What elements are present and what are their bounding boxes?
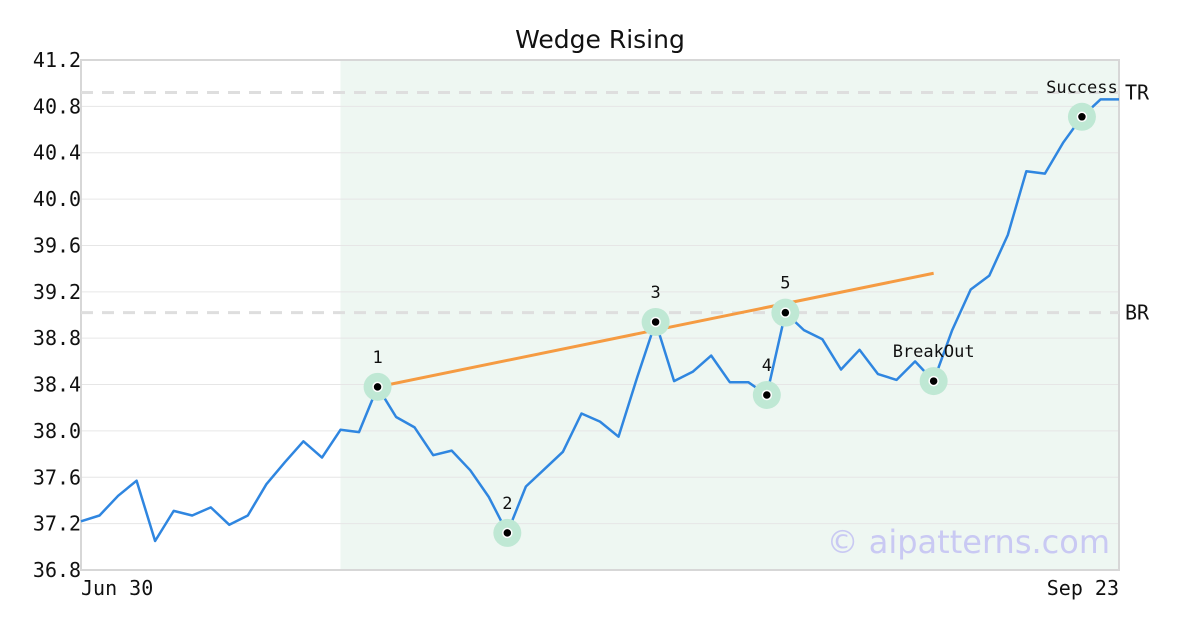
y-tick-label: 41.2 bbox=[33, 48, 81, 72]
watermark: © aipatterns.com bbox=[827, 523, 1110, 561]
pattern-marker-1 bbox=[363, 372, 392, 401]
y-tick-label: 40.4 bbox=[33, 141, 81, 165]
price-line bbox=[80, 98, 1119, 543]
chart-title: Wedge Rising bbox=[515, 25, 685, 54]
pattern-marker-3 bbox=[641, 307, 670, 336]
marker-label: 2 bbox=[502, 494, 512, 514]
marker-label: 3 bbox=[650, 283, 660, 303]
pattern-marker-success bbox=[1067, 102, 1096, 131]
marker-label: 4 bbox=[762, 356, 772, 376]
x-tick-label: Sep 23 bbox=[1047, 576, 1119, 600]
y-tick-label: 37.6 bbox=[33, 465, 81, 489]
marker-label: 1 bbox=[372, 348, 382, 368]
x-tick-label: Jun 30 bbox=[81, 576, 153, 600]
pattern-marker-breakout bbox=[919, 367, 948, 396]
marker-dot bbox=[1076, 111, 1088, 123]
y-tick-label: 40.8 bbox=[33, 94, 81, 118]
reference-label-br: BR bbox=[1125, 301, 1150, 325]
y-tick-label: 38.8 bbox=[33, 326, 81, 350]
marker-dot bbox=[502, 527, 513, 539]
y-tick-label: 38.4 bbox=[33, 373, 81, 397]
marker-dot bbox=[372, 381, 383, 393]
marker-dot bbox=[761, 389, 773, 401]
marker-dot bbox=[650, 316, 661, 328]
marker-label: 5 bbox=[780, 274, 790, 294]
marker-label: Success bbox=[1046, 78, 1118, 98]
y-tick-label: 38.0 bbox=[33, 419, 81, 443]
marker-dot bbox=[928, 375, 939, 387]
pattern-marker-2 bbox=[493, 518, 522, 547]
pattern-marker-5 bbox=[771, 298, 800, 327]
pattern-marker-4 bbox=[752, 380, 781, 409]
reference-label-tr: TR bbox=[1125, 80, 1150, 104]
y-tick-label: 39.2 bbox=[33, 280, 81, 304]
marker-dot bbox=[780, 307, 791, 318]
y-tick-label: 36.8 bbox=[33, 558, 81, 582]
y-tick-label: 39.6 bbox=[33, 233, 81, 257]
y-tick-label: 37.2 bbox=[33, 512, 81, 536]
marker-label: BreakOut bbox=[893, 342, 975, 362]
y-tick-label: 40.0 bbox=[33, 187, 81, 211]
plot-frame bbox=[80, 59, 1120, 571]
